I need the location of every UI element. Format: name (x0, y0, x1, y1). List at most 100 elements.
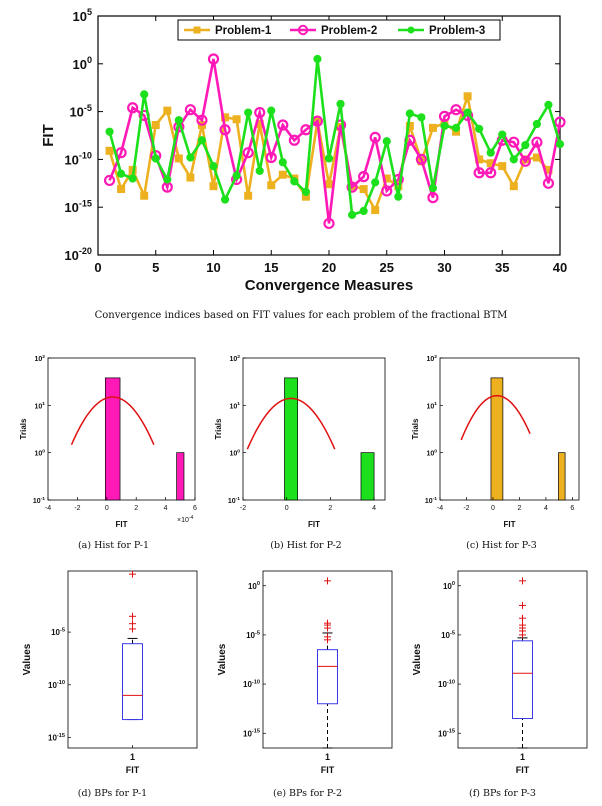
hist-y-tick-label: 101 (426, 401, 437, 410)
data-point-p3 (382, 137, 391, 146)
hist-frame (47, 357, 196, 501)
data-point-p3 (232, 171, 241, 180)
data-point-p3 (405, 109, 414, 118)
data-point-p3 (105, 127, 114, 136)
tick-exponent: -1 (236, 496, 241, 502)
box-x-label: FIT (321, 765, 335, 775)
hist-y-tick-label: 101 (229, 401, 240, 410)
data-point-p2 (207, 53, 220, 65)
hist-bar (360, 452, 375, 501)
hist-fit-curve (460, 394, 531, 441)
x-tick-label: 30 (437, 260, 451, 275)
data-point-p1 (186, 173, 195, 182)
data-point-p1 (371, 206, 380, 215)
tick-base: 10 (243, 729, 252, 738)
data-point-p1 (244, 191, 253, 200)
x-tick-label: 0 (94, 260, 101, 275)
tick-base: 10 (72, 57, 86, 72)
hist-x-tick-label: -2 (74, 505, 80, 512)
legend-box (177, 19, 501, 41)
tick-exponent: 0 (452, 581, 455, 587)
tick-base: 10 (248, 582, 257, 591)
data-point-p3 (555, 140, 565, 149)
hist-y-label: Trials (214, 418, 223, 439)
tick-exponent: -15 (79, 198, 92, 208)
data-point-p3 (521, 140, 530, 150)
tick-base: 10 (229, 356, 237, 363)
box-y-tick-label: 100 (248, 581, 260, 591)
data-point-p3 (220, 195, 230, 204)
tick-exponent: 5 (87, 7, 92, 17)
box-category-label: 1 (130, 752, 135, 762)
data-point-p3 (336, 99, 345, 109)
data-point-p3 (290, 177, 299, 186)
tick-base: 10 (69, 105, 83, 120)
tick-exponent: -20 (79, 246, 92, 256)
data-point-p1 (463, 92, 472, 101)
data-point-p3 (509, 155, 518, 164)
data-point-p1 (428, 123, 437, 132)
data-point-p1 (140, 191, 149, 200)
data-point-p3 (440, 121, 449, 131)
data-point-p2 (519, 155, 531, 167)
data-point-p2 (554, 116, 566, 128)
data-point-p3 (532, 119, 542, 129)
data-point-p2 (358, 171, 370, 183)
hist-y-tick-label: 100 (34, 449, 45, 458)
data-point-p2 (196, 114, 208, 126)
box-category-label: 1 (325, 752, 330, 762)
tick-base: 10 (72, 9, 86, 24)
tick-base: 10 (229, 451, 237, 458)
data-point-p2 (508, 136, 520, 148)
box-category-label: 1 (520, 752, 525, 762)
tick-exponent: 0 (42, 449, 45, 455)
box-caption: (e) BPs for P-2 (273, 788, 342, 799)
tick-exponent: 0 (257, 581, 260, 587)
data-point-p2 (450, 104, 462, 116)
hist-y-tick-label: 102 (34, 354, 45, 363)
data-point-p2 (242, 147, 254, 159)
data-point-p1 (117, 185, 126, 194)
hist-fit-curve (246, 397, 336, 450)
x-tick-label: 25 (380, 260, 394, 275)
data-point-p3 (151, 154, 160, 163)
data-point-p1 (232, 115, 241, 124)
legend-entry-label: Problem-1 (215, 25, 272, 37)
data-point-p3 (117, 169, 126, 178)
hist-x-tick-label: -2 (240, 505, 246, 512)
tick-base: 10 (34, 403, 42, 410)
hist-x-tick-label: 0 (285, 505, 289, 512)
data-point-p1 (509, 182, 518, 191)
data-point-p2 (288, 134, 300, 146)
x-axis-label: Convergence Measures (245, 277, 413, 294)
data-point-p3 (486, 148, 495, 157)
y-tick-label: 105 (72, 7, 92, 24)
hist-bar (176, 452, 185, 501)
tick-exponent: 0 (87, 55, 92, 65)
tick-base: 10 (48, 681, 57, 690)
tick-exponent: -15 (57, 733, 65, 739)
hist-x-tick-label: -4 (45, 505, 51, 512)
data-point-p3 (313, 54, 322, 64)
tick-exponent: -5 (255, 630, 260, 636)
box-x-label: FIT (126, 765, 140, 775)
box-iqr (122, 643, 143, 721)
y-tick-label: 10-15 (64, 198, 92, 215)
hist-x-tick-label: 4 (544, 505, 548, 512)
data-point-p3 (255, 166, 264, 175)
data-point-p1 (105, 146, 114, 155)
data-point-p2 (277, 119, 289, 131)
tick-base: 10 (438, 680, 447, 689)
data-point-p2 (346, 181, 358, 193)
data-point-p2 (127, 102, 139, 114)
hist-y-label: Trials (19, 418, 28, 439)
hist-caption: (c) Hist for P-3 (466, 540, 537, 551)
tick-base: 10 (441, 631, 450, 640)
hist-x-tick-label: 2 (517, 505, 521, 512)
tick-exponent: -10 (57, 680, 65, 686)
tick-exponent: 2 (42, 354, 45, 360)
data-point-p2 (531, 136, 543, 148)
hist-x-multiplier: ×10-4 (177, 515, 194, 524)
data-point-p1 (359, 185, 368, 194)
